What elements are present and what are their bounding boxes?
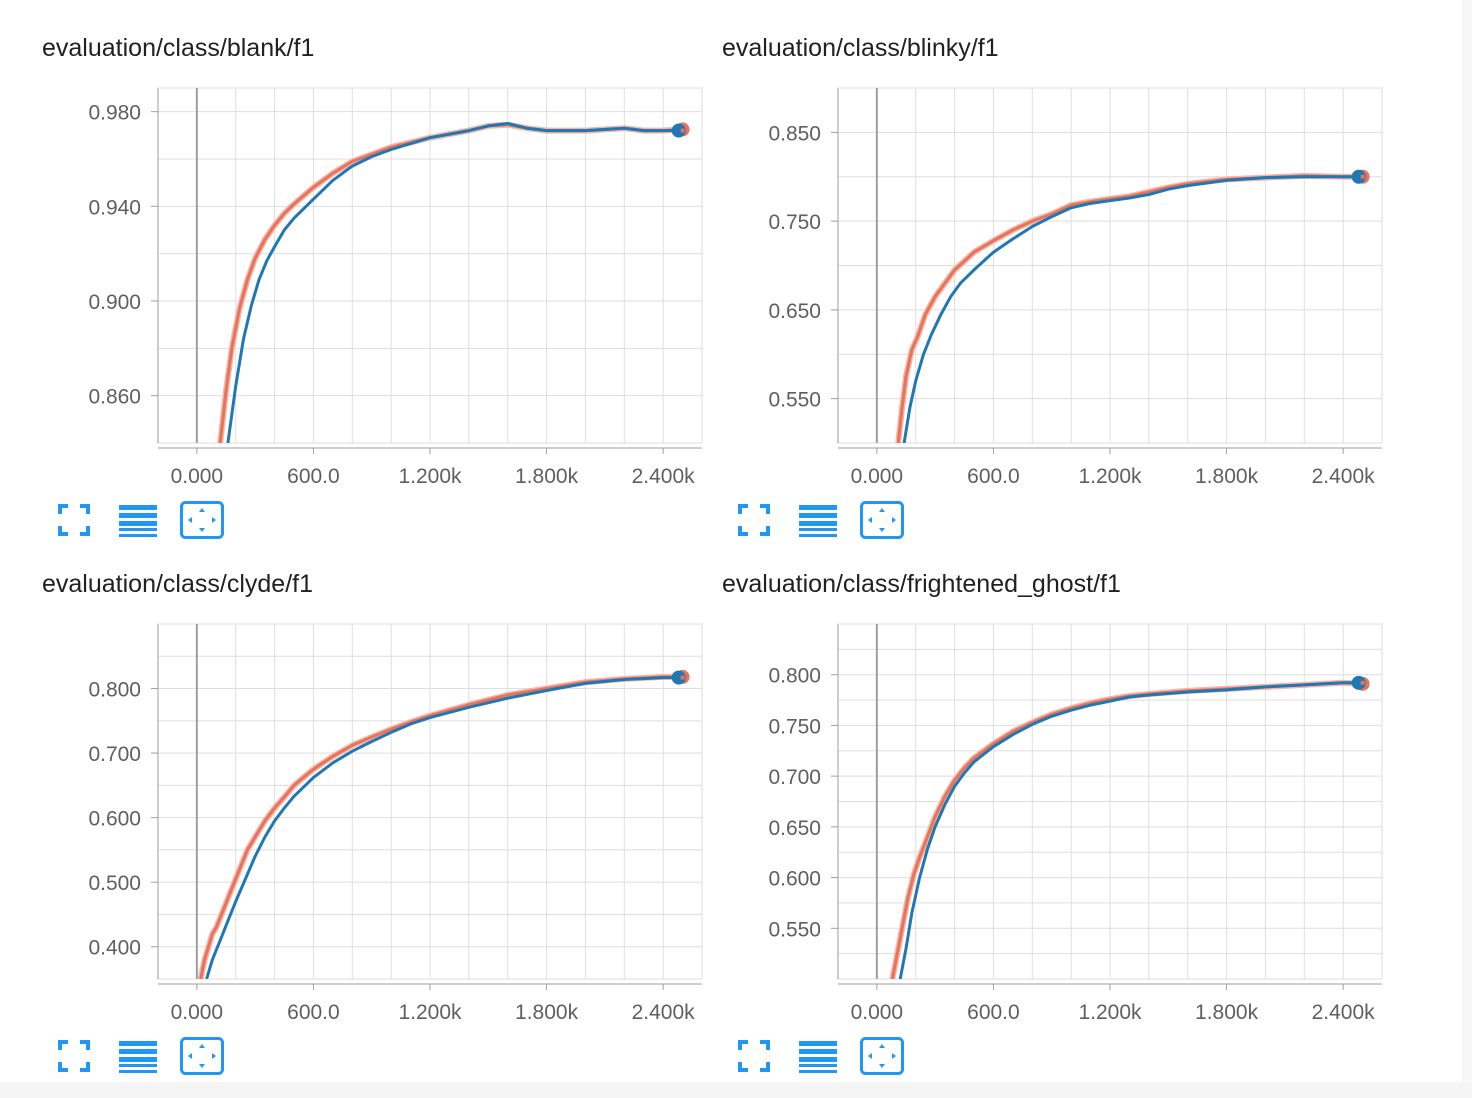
series-line-blue bbox=[902, 175, 1359, 443]
list-lines-icon[interactable] bbox=[119, 1039, 157, 1073]
y-tick-label: 0.600 bbox=[88, 808, 141, 831]
x-tick-label: 1.200k bbox=[1078, 1001, 1142, 1024]
x-tick-label: 600.0 bbox=[967, 465, 1020, 488]
fit-domain-icon[interactable] bbox=[180, 1037, 224, 1075]
chart-card-blank: evaluation/class/blank/f1 0.000 600.0 1.20… bbox=[0, 0, 720, 540]
chart-toolbar bbox=[680, 1036, 920, 1086]
chart-title: evaluation/class/frightened_ghost/f1 bbox=[722, 570, 1121, 598]
series-end-marker-blue bbox=[671, 123, 686, 138]
y-tick-label: 0.900 bbox=[88, 291, 141, 314]
right-margin bbox=[1462, 0, 1472, 1098]
x-tick-label: 1.800k bbox=[1195, 465, 1259, 488]
list-lines-icon[interactable] bbox=[799, 503, 837, 537]
chart-toolbar bbox=[0, 500, 240, 550]
x-tick-label: 0.000 bbox=[851, 465, 904, 488]
x-tick-label: 2.400k bbox=[1312, 1001, 1376, 1024]
chart-card-blinky: evaluation/class/blinky/f1 0.000 600.0 1.2… bbox=[680, 0, 1400, 540]
y-tick-label: 0.700 bbox=[88, 743, 141, 766]
x-tick-label: 2.400k bbox=[1312, 465, 1376, 488]
y-tick-label: 0.400 bbox=[88, 937, 141, 960]
x-tick-label: 1.800k bbox=[515, 1001, 579, 1024]
chart-plot-blank[interactable]: 0.000 600.0 1.200k 1.800k 2.400k 0.860 0.900 0.… bbox=[0, 0, 720, 500]
series-line-blue bbox=[205, 676, 679, 979]
x-tick-label: 2.400k bbox=[632, 1001, 696, 1024]
y-tick-label: 0.650 bbox=[768, 817, 821, 840]
x-tick-label: 0.000 bbox=[851, 1001, 904, 1024]
fullscreen-icon[interactable] bbox=[58, 504, 90, 536]
series-end-marker-inner bbox=[680, 675, 685, 680]
x-tick-label: 600.0 bbox=[287, 1001, 340, 1024]
series-line-orange bbox=[199, 675, 683, 979]
x-tick-label: 1.800k bbox=[1195, 1001, 1259, 1024]
series-end-marker-inner bbox=[1360, 680, 1365, 685]
x-tick-label: 600.0 bbox=[287, 465, 340, 488]
y-tick-label: 0.850 bbox=[768, 122, 821, 145]
x-tick-label: 0.000 bbox=[171, 465, 224, 488]
x-tick-label: 1.800k bbox=[515, 465, 579, 488]
x-tick-label: 1.200k bbox=[1078, 465, 1142, 488]
chart-title: evaluation/class/clyde/f1 bbox=[42, 570, 313, 598]
y-tick-label: 0.700 bbox=[768, 766, 821, 789]
series-line-blue bbox=[226, 122, 679, 443]
y-tick-label: 0.750 bbox=[768, 211, 821, 234]
chart-card-frightened-ghost: evaluation/class/frightened_ghost/f1 0.0… bbox=[680, 536, 1400, 1076]
fullscreen-icon[interactable] bbox=[738, 504, 770, 536]
chart-toolbar bbox=[680, 500, 920, 550]
y-tick-label: 0.980 bbox=[88, 102, 141, 125]
series-end-marker-blue bbox=[1351, 169, 1366, 184]
chart-card-clyde: evaluation/class/clyde/f1 0.000 600.0 1.20… bbox=[0, 536, 720, 1076]
y-tick-label: 0.550 bbox=[768, 389, 821, 412]
y-tick-label: 0.500 bbox=[88, 872, 141, 895]
y-tick-label: 0.800 bbox=[88, 679, 141, 702]
series-end-marker-blue bbox=[671, 670, 686, 685]
fit-domain-icon[interactable] bbox=[860, 501, 904, 539]
x-tick-label: 1.200k bbox=[398, 1001, 462, 1024]
chart-plot-frightened-ghost[interactable]: 0.000 600.0 1.200k 1.800k 2.400k 0.550 0.600 0.… bbox=[680, 536, 1400, 1036]
chart-plot-clyde[interactable]: 0.000 600.0 1.200k 1.800k 2.400k 0.400 0.500 0.… bbox=[0, 536, 720, 1036]
x-tick-label: 2.400k bbox=[632, 465, 696, 488]
y-tick-label: 0.860 bbox=[88, 386, 141, 409]
series-line-orange bbox=[890, 681, 1363, 979]
series-end-marker-blue bbox=[1351, 675, 1366, 690]
chart-plot-blinky[interactable]: 0.000 600.0 1.200k 1.800k 2.400k 0.550 0.650 0.… bbox=[680, 0, 1400, 500]
bottom-margin bbox=[0, 1082, 1472, 1098]
list-lines-icon[interactable] bbox=[799, 1039, 837, 1073]
chart-toolbar bbox=[0, 1036, 240, 1086]
fit-domain-icon[interactable] bbox=[860, 1037, 904, 1075]
series-line-blue bbox=[898, 681, 1359, 979]
y-tick-label: 0.550 bbox=[768, 918, 821, 941]
y-tick-label: 0.650 bbox=[768, 300, 821, 323]
y-tick-label: 0.800 bbox=[768, 665, 821, 688]
fullscreen-icon[interactable] bbox=[738, 1040, 770, 1072]
y-tick-label: 0.750 bbox=[768, 715, 821, 738]
series-end-marker-inner bbox=[1360, 174, 1365, 179]
series-line-orange-halo bbox=[889, 679, 1363, 979]
chart-title: evaluation/class/blinky/f1 bbox=[722, 34, 999, 62]
x-tick-label: 0.000 bbox=[171, 1001, 224, 1024]
fit-domain-icon[interactable] bbox=[180, 501, 224, 539]
y-tick-label: 0.600 bbox=[768, 868, 821, 891]
series-end-marker-inner bbox=[680, 128, 685, 133]
fullscreen-icon[interactable] bbox=[58, 1040, 90, 1072]
series-line-orange-halo bbox=[197, 673, 683, 979]
x-tick-label: 1.200k bbox=[398, 465, 462, 488]
chart-title: evaluation/class/blank/f1 bbox=[42, 34, 315, 62]
list-lines-icon[interactable] bbox=[119, 503, 157, 537]
y-tick-label: 0.940 bbox=[88, 196, 141, 219]
x-tick-label: 600.0 bbox=[967, 1001, 1020, 1024]
